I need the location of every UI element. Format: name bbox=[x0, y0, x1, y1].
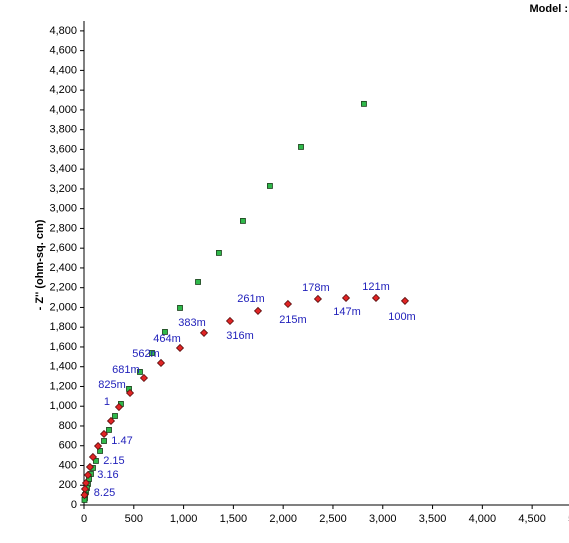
y-tick-label: 3,000 bbox=[49, 203, 77, 215]
x-tick-label: 0 bbox=[81, 513, 87, 525]
data-point bbox=[216, 250, 222, 256]
y-tick-label: 3,600 bbox=[49, 143, 77, 155]
data-point bbox=[240, 218, 246, 224]
x-tick-label: 1,000 bbox=[170, 513, 198, 525]
point-label: 121m bbox=[362, 281, 390, 293]
x-tick-label: 2,500 bbox=[319, 513, 347, 525]
data-point bbox=[99, 429, 109, 439]
point-label: 215m bbox=[279, 314, 307, 326]
point-label: 1 bbox=[104, 396, 110, 408]
data-point bbox=[156, 358, 166, 368]
y-tick-label: 200 bbox=[59, 479, 77, 491]
data-point bbox=[371, 293, 381, 303]
point-label: 1.47 bbox=[111, 435, 132, 447]
point-label: 825m bbox=[98, 379, 126, 391]
data-point bbox=[298, 144, 304, 150]
point-label: 681m bbox=[112, 364, 140, 376]
y-tick-label: 1,600 bbox=[49, 341, 77, 353]
y-tick-label: 4,200 bbox=[49, 84, 77, 96]
y-tick-label: 3,200 bbox=[49, 183, 77, 195]
data-point bbox=[83, 470, 93, 480]
point-label: 178m bbox=[302, 282, 330, 294]
data-point bbox=[93, 458, 99, 464]
data-point bbox=[400, 296, 410, 305]
y-tick-label: 4,400 bbox=[49, 64, 77, 76]
data-point bbox=[199, 328, 209, 337]
y-tick-label: 800 bbox=[59, 420, 77, 432]
x-tick-label: 1,500 bbox=[220, 513, 248, 525]
data-point bbox=[162, 329, 168, 335]
data-point bbox=[283, 299, 293, 309]
data-point bbox=[114, 402, 124, 412]
x-tick-label: 3,000 bbox=[369, 513, 397, 525]
y-tick-label: 2,000 bbox=[49, 301, 77, 313]
y-axis-label: - Z'' (ohm-sq. cm) bbox=[34, 219, 46, 310]
y-tick-label: 2,600 bbox=[49, 242, 77, 254]
x-tick-label: 4,500 bbox=[518, 513, 546, 525]
y-tick-label: 4,600 bbox=[49, 45, 77, 57]
point-label: 562m bbox=[132, 348, 160, 360]
x-tick-label: 500 bbox=[125, 513, 143, 525]
data-point bbox=[195, 279, 201, 285]
point-label: 464m bbox=[153, 333, 181, 345]
y-tick-label: 3,800 bbox=[49, 124, 77, 136]
model-label: Model : bbox=[530, 3, 569, 15]
data-point bbox=[97, 448, 103, 454]
data-point bbox=[106, 416, 116, 426]
x-tick-label: 4,000 bbox=[469, 513, 497, 525]
data-point bbox=[139, 373, 149, 383]
data-point bbox=[361, 100, 367, 107]
data-point bbox=[85, 462, 95, 472]
y-tick-label: 600 bbox=[59, 440, 77, 452]
y-tick-label: 2,400 bbox=[49, 262, 77, 274]
point-label: 100m bbox=[388, 311, 416, 323]
point-label: 2.15 bbox=[103, 455, 124, 467]
data-point bbox=[137, 369, 143, 375]
data-point bbox=[149, 350, 155, 356]
x-tick-label: 2,000 bbox=[269, 513, 297, 525]
data-point bbox=[112, 413, 118, 419]
data-point bbox=[80, 490, 89, 500]
data-point bbox=[93, 441, 103, 451]
point-label: 316m bbox=[226, 330, 254, 342]
data-point bbox=[225, 316, 235, 326]
y-tick-label: 4,800 bbox=[49, 25, 77, 37]
y-tick-label: 1,200 bbox=[49, 380, 77, 392]
data-point bbox=[313, 294, 322, 304]
data-point bbox=[88, 452, 98, 462]
y-tick-label: 1,400 bbox=[49, 361, 77, 373]
y-tick-label: 4,000 bbox=[49, 104, 77, 116]
point-label: 383m bbox=[178, 317, 206, 329]
y-tick-label: 1,800 bbox=[49, 321, 77, 333]
data-point bbox=[267, 183, 273, 189]
data-point bbox=[125, 388, 135, 398]
point-label: 261m bbox=[237, 293, 265, 305]
data-point bbox=[101, 438, 107, 444]
data-point bbox=[177, 305, 183, 311]
y-tick-label: 2,200 bbox=[49, 282, 77, 294]
data-point bbox=[106, 427, 112, 433]
data-point bbox=[341, 293, 351, 303]
point-label: 147m bbox=[333, 306, 361, 318]
y-tick-label: 3,400 bbox=[49, 163, 77, 175]
y-tick-label: 2,800 bbox=[49, 222, 77, 234]
y-tick-label: 0 bbox=[71, 499, 77, 511]
data-point bbox=[175, 343, 185, 353]
x-tick-label: 3,500 bbox=[419, 513, 447, 525]
data-point bbox=[253, 306, 263, 315]
point-label: 8.25 bbox=[94, 487, 115, 499]
y-tick-label: 400 bbox=[59, 459, 77, 471]
point-label: 3.16 bbox=[97, 469, 118, 481]
y-tick-label: 1,000 bbox=[49, 400, 77, 412]
